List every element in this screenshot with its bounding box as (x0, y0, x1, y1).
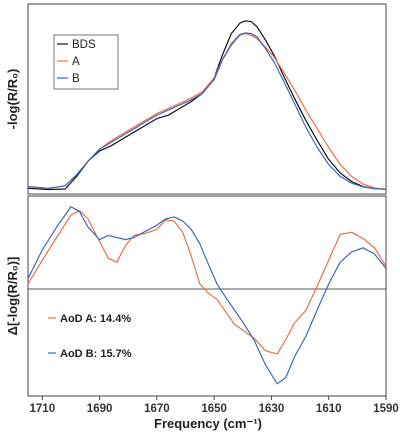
legend-label-b: B (72, 73, 80, 85)
x-tick-label: 1630 (259, 403, 285, 415)
x-axis-label: Frequency (cm⁻¹) (154, 416, 262, 431)
aod-label-b: AoD B: 15.7% (60, 348, 132, 360)
x-tick-label: 1710 (30, 403, 56, 415)
top-legend: BDS A B (53, 34, 119, 90)
x-tick-label: 1670 (144, 403, 170, 415)
series-line-bottom-1 (27, 206, 387, 385)
series-line-top-0 (27, 20, 387, 191)
top-panel-frame (27, 3, 387, 195)
bottom-y-axis-label: Δ[-log(R/R₀)] (5, 257, 20, 336)
x-tick-labels: 1710 1690 1670 1650 1630 1610 1590 (30, 396, 399, 415)
aod-label-a: AoD A: 14.4% (60, 313, 131, 325)
legend-label-a: A (72, 56, 80, 68)
x-tick-label: 1690 (87, 403, 113, 415)
x-tick-label: 1610 (316, 403, 342, 415)
series-line-top-2 (27, 32, 387, 190)
top-panel-curves (27, 20, 387, 191)
bottom-panel-frame (27, 195, 387, 397)
bottom-panel-curves (27, 206, 387, 385)
x-tick-label: 1590 (373, 403, 399, 415)
aod-legend: AoD A: 14.4% AoD B: 15.7% (46, 299, 146, 361)
top-y-axis-label: -log(R/R₀) (5, 69, 20, 130)
legend-label-bds: BDS (72, 39, 96, 51)
x-tick-label: 1650 (201, 403, 227, 415)
aod-legend-box (46, 299, 146, 361)
